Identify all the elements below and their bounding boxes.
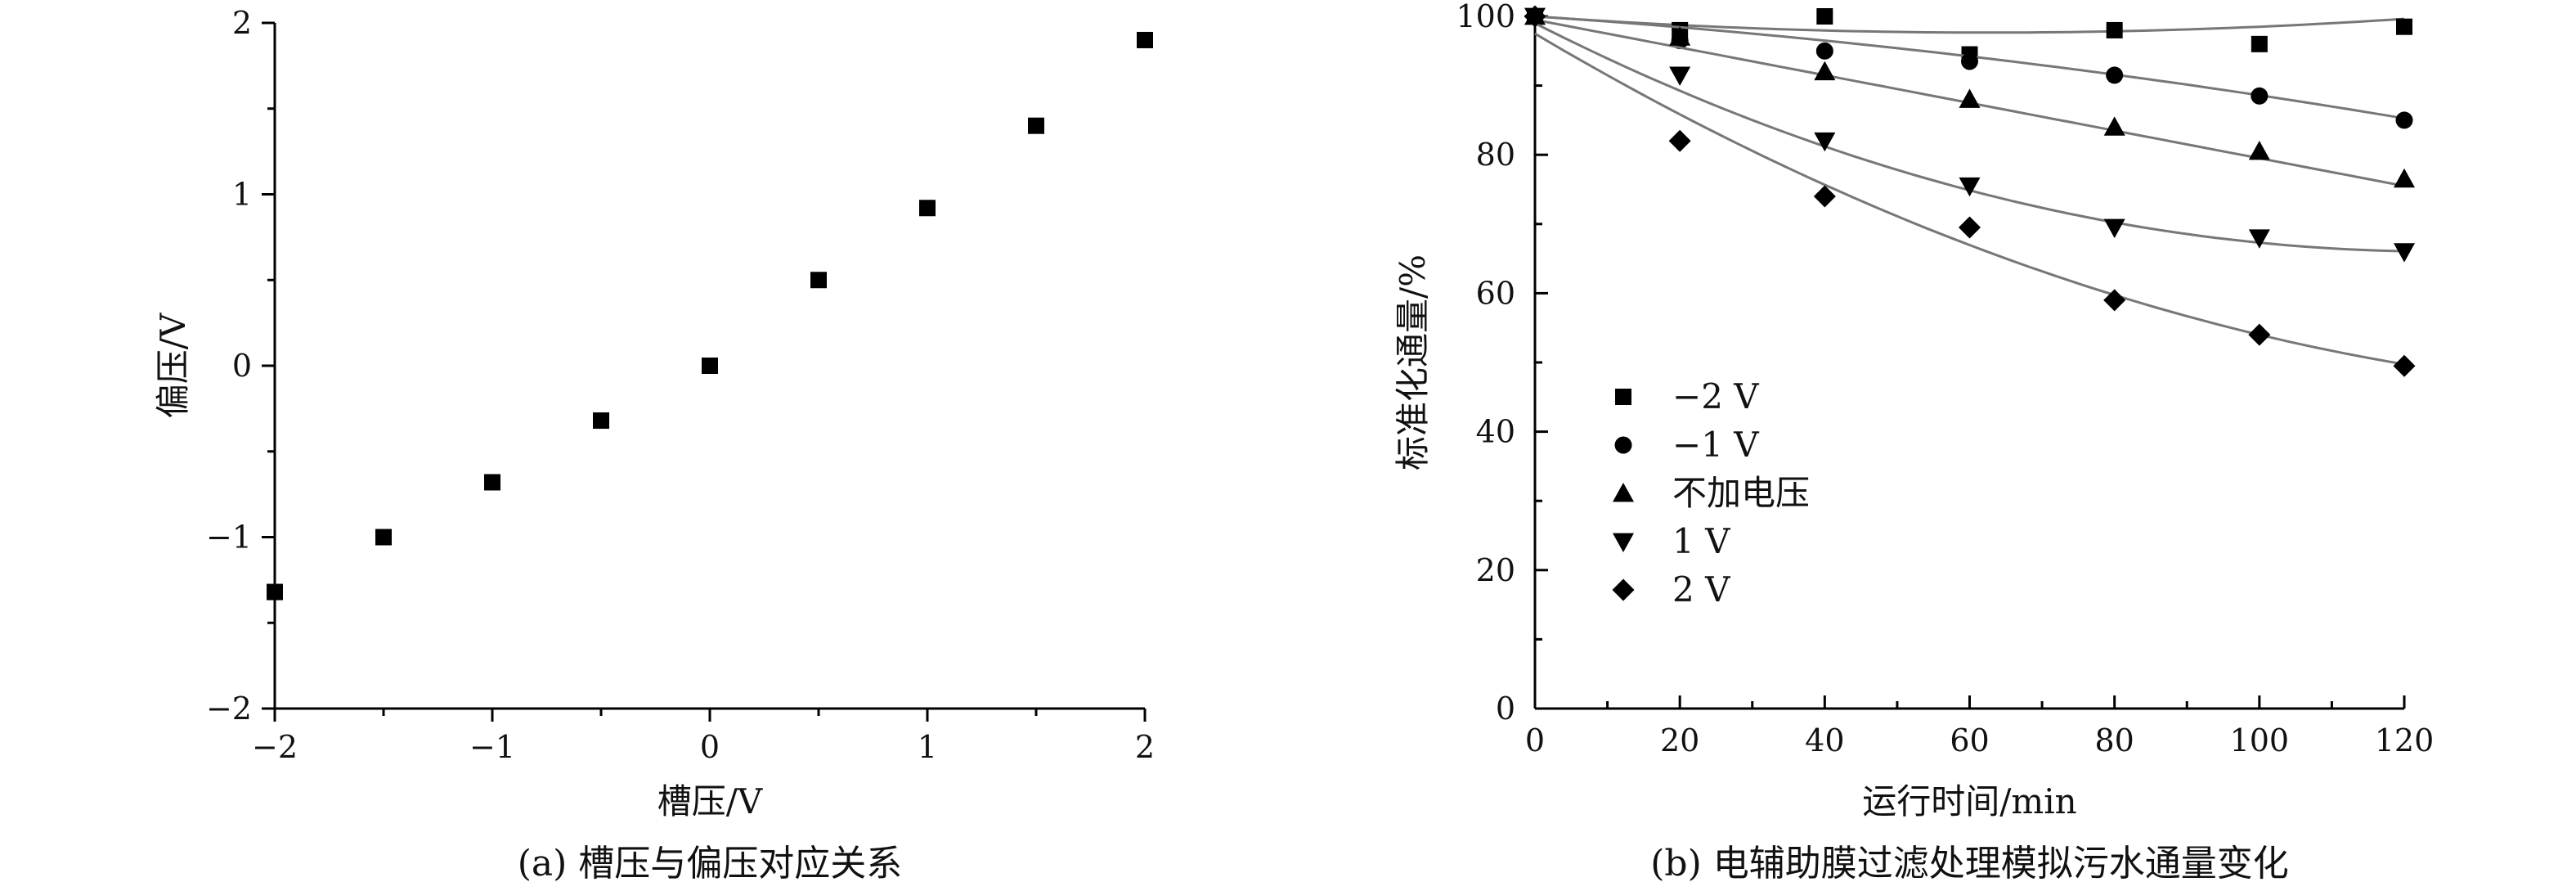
legend-marker xyxy=(1615,389,1631,405)
x-axis-label: 运行时间/min xyxy=(1862,781,2076,821)
data-point xyxy=(2248,140,2270,160)
legend-label: 1 V xyxy=(1672,521,1730,561)
x-tick-label: 0 xyxy=(1525,722,1545,758)
x-tick-label: −1 xyxy=(469,729,515,765)
data-point xyxy=(1815,42,1833,60)
y-tick-label: 20 xyxy=(1476,552,1515,588)
data-point xyxy=(1028,117,1044,134)
data-point xyxy=(1137,31,1153,48)
y-tick-label: 2 xyxy=(232,5,252,41)
data-point xyxy=(1959,177,1981,197)
legend-label: 不加电压 xyxy=(1672,473,1810,513)
data-point xyxy=(1959,88,1981,108)
x-tick-label: −2 xyxy=(252,729,298,765)
x-tick-label: 2 xyxy=(1135,729,1155,765)
y-axis-label: 标准化通量/% xyxy=(1393,254,1433,470)
x-tick-label: 1 xyxy=(918,729,937,765)
data-point xyxy=(2103,289,2126,312)
data-point xyxy=(2106,21,2123,38)
fit-line xyxy=(1534,15,2405,34)
data-point xyxy=(1959,216,1981,239)
data-point xyxy=(1669,26,1691,46)
y-tick-label: 40 xyxy=(1476,414,1515,450)
data-point xyxy=(702,358,718,374)
legend-marker xyxy=(1612,578,1635,601)
data-point xyxy=(1668,129,1691,152)
data-point xyxy=(2394,168,2415,188)
data-point xyxy=(2251,87,2269,105)
legend-marker xyxy=(1613,533,1634,552)
y-tick-label: −2 xyxy=(206,691,252,727)
y-tick-label: 0 xyxy=(232,348,252,384)
data-point xyxy=(2248,323,2271,346)
data-point xyxy=(1524,5,1546,28)
chart-a: −2 −1 0 1 2 −2 −1 0 1 2 槽压/V 偏压/V (a) 槽压与偏压对应关系 xyxy=(153,5,1155,884)
data-point xyxy=(1814,61,1836,81)
x-tick-label: 60 xyxy=(1950,722,1989,758)
x-tick-label: 40 xyxy=(1805,722,1844,758)
data-point xyxy=(1813,185,1836,208)
caption-a: (a) 槽压与偏压对应关系 xyxy=(518,843,903,884)
y-tick-label: 100 xyxy=(1456,0,1515,34)
legend-label: −1 V xyxy=(1672,425,1759,465)
data-point xyxy=(2103,218,2125,239)
chart-b: 0 20 40 60 80 100 120 0 20 40 60 80 100 运行时间/min 标准化通量… xyxy=(1393,0,2434,884)
x-axis-label: 槽压/V xyxy=(657,781,763,821)
y-axis-label: 偏压/V xyxy=(153,313,193,418)
legend-marker xyxy=(1613,483,1634,502)
data-point xyxy=(1816,8,1833,25)
legend-marker xyxy=(1614,436,1632,454)
data-point xyxy=(2248,229,2270,249)
data-point xyxy=(267,583,283,601)
legend-label: 2 V xyxy=(1672,569,1730,610)
legend-label: −2 V xyxy=(1672,376,1759,416)
data-point xyxy=(593,412,609,430)
data-point xyxy=(2251,35,2268,52)
y-tick-label: −1 xyxy=(206,520,252,556)
data-point xyxy=(1961,52,1978,70)
x-tick-label: 100 xyxy=(2230,722,2290,758)
data-point xyxy=(1814,132,1836,152)
x-tick-label: 20 xyxy=(1660,722,1699,758)
data-point xyxy=(1669,66,1691,86)
data-point xyxy=(2395,111,2413,129)
y-tick-label: 60 xyxy=(1476,275,1515,311)
data-point xyxy=(2396,18,2412,35)
data-point xyxy=(484,474,500,491)
data-point xyxy=(810,272,827,289)
data-point xyxy=(2103,116,2125,136)
y-tick-label: 80 xyxy=(1476,137,1515,173)
data-point xyxy=(2393,354,2416,377)
data-point xyxy=(919,200,936,217)
x-tick-label: 80 xyxy=(2094,722,2134,758)
y-tick-label: 1 xyxy=(232,177,252,213)
caption-b: (b) 电辅助膜过滤处理模拟污水通量变化 xyxy=(1650,843,2288,884)
x-tick-label: 120 xyxy=(2375,722,2435,758)
data-point xyxy=(375,529,392,546)
data-point xyxy=(2394,243,2415,263)
data-point xyxy=(2106,66,2124,84)
x-tick-label: 0 xyxy=(700,729,720,765)
y-tick-label: 0 xyxy=(1496,691,1515,727)
